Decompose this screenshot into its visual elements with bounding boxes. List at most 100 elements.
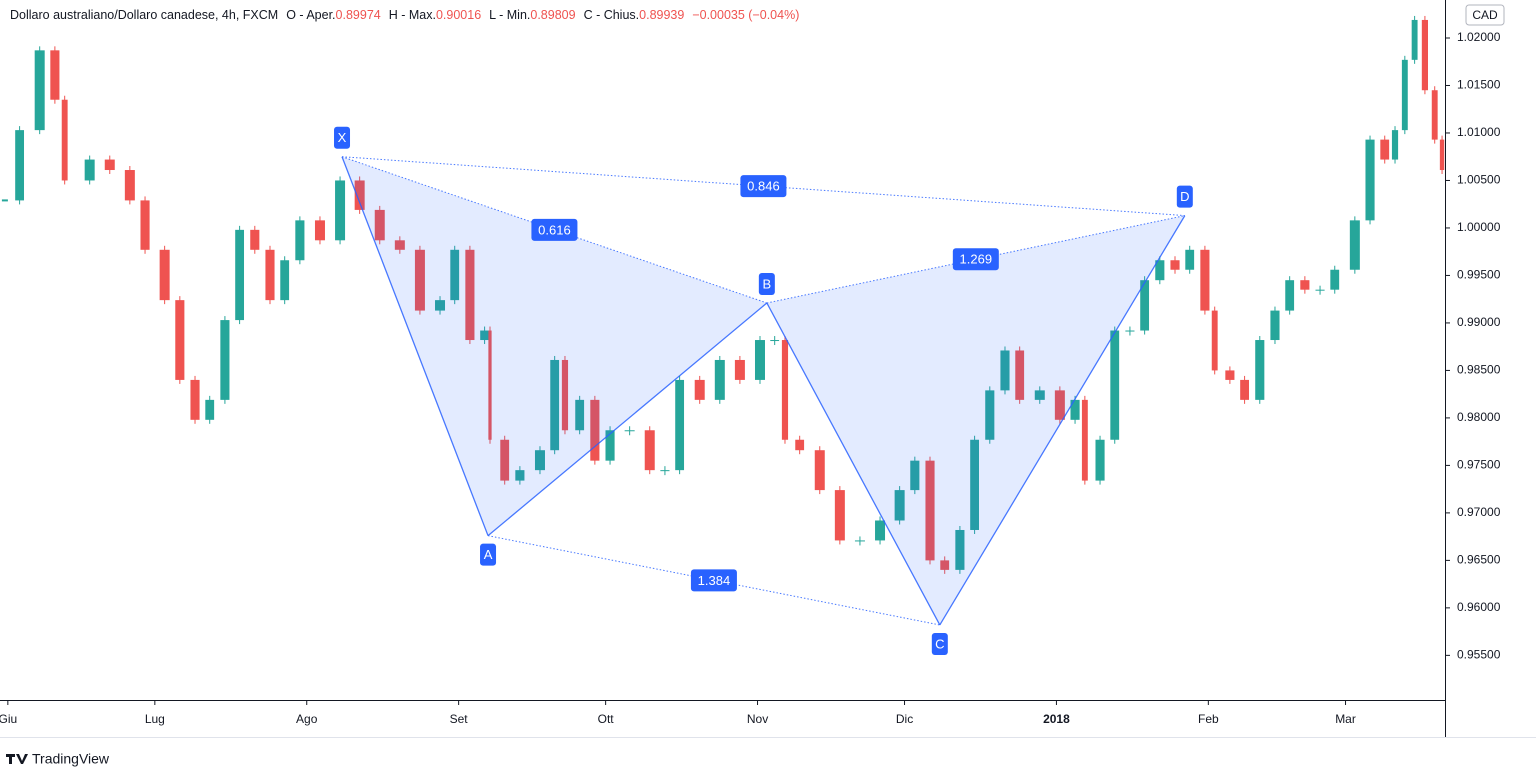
y-tick-label: 0.97000 [1457, 505, 1501, 519]
candle [694, 379, 705, 400]
pattern-leg [939, 215, 1186, 626]
candle [1211, 310, 1218, 371]
candle [354, 180, 365, 210]
y-tick-label: 0.98500 [1457, 363, 1501, 377]
candle [1000, 350, 1010, 391]
candle [84, 159, 95, 181]
x-tick-label: Feb [1198, 712, 1219, 726]
brand: TradingView [32, 751, 110, 767]
y-tick-label: 1.01000 [1457, 125, 1501, 139]
candle [970, 439, 980, 530]
y-tick-label: 1.00000 [1457, 220, 1501, 234]
logo: TradingView [6, 751, 110, 767]
candle [1401, 59, 1408, 131]
candle [515, 470, 525, 481]
candle [910, 460, 920, 491]
x-tick-label: 2018 [1043, 712, 1070, 726]
candle [605, 430, 615, 461]
candle [1155, 260, 1165, 281]
candle [34, 50, 45, 131]
candle [1391, 130, 1399, 160]
point-label: C [935, 636, 944, 651]
y-tick-label: 0.96000 [1457, 600, 1501, 614]
ratio-badge [531, 218, 578, 241]
high-label: H - Max. [389, 8, 436, 22]
point-badge [480, 543, 497, 566]
candle [714, 359, 725, 400]
candle [394, 240, 405, 250]
candle [374, 209, 385, 241]
candle [1225, 370, 1235, 380]
candle [1140, 280, 1150, 331]
candle [561, 359, 569, 431]
y-tick-label: 0.95500 [1457, 648, 1501, 662]
candle [1125, 330, 1135, 332]
candle [624, 430, 635, 432]
ratio-badge [690, 569, 737, 592]
candle [414, 249, 425, 311]
candle [1070, 399, 1080, 420]
low-label: L - Min. [489, 8, 530, 22]
candle [734, 359, 745, 380]
candle [1300, 280, 1310, 290]
close-label: C - Chius. [584, 8, 640, 22]
candle [235, 229, 245, 321]
x-tick-label: Dic [896, 712, 913, 726]
candle [955, 529, 965, 570]
x-tick-label: Set [450, 712, 469, 726]
x-tick-label: Ago [296, 712, 318, 726]
candle [1170, 260, 1180, 270]
candle [1315, 289, 1325, 291]
y-tick-label: 1.02000 [1457, 30, 1501, 44]
x-tick-label: Ott [598, 712, 615, 726]
candle [795, 439, 805, 451]
candle [1015, 350, 1025, 400]
candle [814, 450, 825, 491]
candle [550, 359, 560, 451]
candle [450, 249, 460, 301]
candle [894, 490, 905, 521]
candle [834, 490, 845, 541]
high-value: 0.90016 [436, 8, 481, 22]
candle [190, 379, 200, 420]
plot-area: 0.616 1.384 0.846 1.269 X A B C D [1, 15, 1445, 655]
candle [875, 520, 886, 541]
point-label: B [763, 276, 772, 291]
candle [644, 430, 655, 471]
candle [1, 199, 8, 202]
candle [1110, 330, 1120, 440]
candle [1285, 280, 1295, 311]
point-badge [1176, 185, 1193, 208]
candle [1411, 19, 1418, 60]
symbol: Dollaro australiano/Dollaro canadese, 4h… [10, 8, 799, 22]
ratio-label: 1.384 [698, 573, 731, 588]
candle [280, 260, 290, 301]
pattern-leg [766, 302, 941, 626]
ratio-label: 0.616 [538, 222, 571, 237]
candle [925, 460, 935, 561]
candle [1349, 220, 1360, 270]
point-badge [758, 272, 775, 295]
candle [61, 99, 68, 181]
header: Dollaro australiano/Dollaro canadese, 4h… [10, 8, 799, 22]
y-tick-label: 0.96500 [1457, 553, 1501, 567]
ratio-label: 1.269 [960, 252, 993, 267]
candle [1431, 90, 1438, 140]
candle [590, 399, 600, 461]
candle [1421, 19, 1428, 91]
candle [1081, 399, 1088, 481]
candle [985, 390, 995, 440]
y-tick-label: 1.01500 [1457, 78, 1501, 92]
candle [205, 399, 215, 420]
ratio-badge [740, 175, 787, 198]
x-tick-label: Lug [145, 712, 165, 726]
open-value: 0.89974 [336, 8, 381, 22]
pattern-ratio-line [341, 156, 1185, 217]
pattern-leg [341, 156, 489, 536]
candle [488, 330, 492, 440]
currency-box [1465, 4, 1505, 26]
logo-mark [6, 754, 28, 764]
candle [335, 180, 346, 241]
